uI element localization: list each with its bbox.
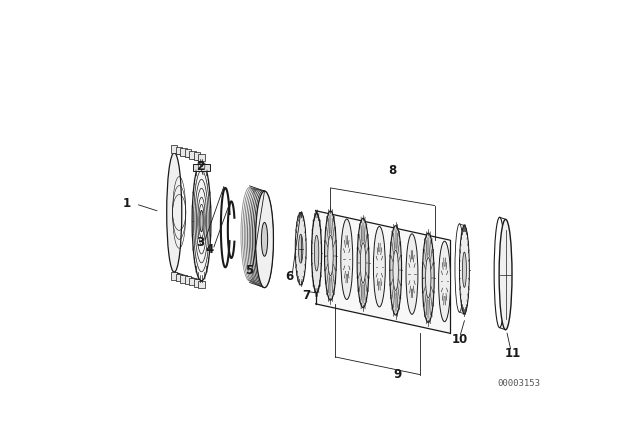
Ellipse shape [499, 220, 512, 330]
Ellipse shape [251, 190, 268, 285]
Text: 11: 11 [504, 347, 520, 360]
Ellipse shape [298, 234, 303, 263]
Ellipse shape [422, 233, 434, 323]
Ellipse shape [166, 153, 182, 272]
Polygon shape [185, 150, 191, 157]
Text: 10: 10 [451, 333, 468, 346]
Text: 4: 4 [206, 243, 214, 256]
Ellipse shape [312, 214, 321, 293]
Polygon shape [198, 154, 205, 161]
Ellipse shape [200, 210, 204, 232]
Ellipse shape [255, 191, 273, 288]
Ellipse shape [341, 219, 353, 300]
Ellipse shape [463, 252, 467, 287]
Ellipse shape [460, 225, 469, 314]
Ellipse shape [324, 211, 337, 300]
Polygon shape [194, 152, 200, 160]
Ellipse shape [357, 218, 369, 308]
Polygon shape [185, 276, 191, 284]
Ellipse shape [254, 191, 272, 287]
Ellipse shape [438, 241, 451, 322]
Ellipse shape [373, 226, 385, 307]
Polygon shape [194, 279, 200, 287]
Ellipse shape [328, 236, 333, 276]
Polygon shape [316, 211, 449, 333]
Ellipse shape [295, 212, 306, 285]
Ellipse shape [406, 234, 418, 314]
Ellipse shape [360, 243, 365, 283]
Text: 3: 3 [196, 236, 204, 249]
Text: 7: 7 [302, 289, 310, 302]
Ellipse shape [249, 190, 267, 284]
Ellipse shape [314, 235, 319, 271]
Ellipse shape [393, 250, 398, 290]
Text: 8: 8 [388, 164, 397, 177]
Polygon shape [198, 281, 205, 289]
Polygon shape [189, 278, 196, 285]
Ellipse shape [192, 161, 211, 281]
Ellipse shape [255, 191, 273, 288]
Polygon shape [175, 274, 182, 281]
Polygon shape [180, 275, 186, 283]
Polygon shape [171, 272, 177, 280]
Text: 9: 9 [394, 368, 401, 381]
Polygon shape [171, 145, 177, 153]
Ellipse shape [390, 226, 402, 315]
Polygon shape [189, 151, 196, 159]
Text: 1: 1 [123, 197, 131, 210]
FancyBboxPatch shape [193, 164, 210, 171]
Ellipse shape [426, 258, 431, 298]
Text: 00003153: 00003153 [497, 379, 540, 388]
Text: 5: 5 [246, 263, 253, 276]
Ellipse shape [261, 223, 268, 256]
Text: 2: 2 [196, 160, 205, 173]
Polygon shape [180, 148, 186, 155]
Text: 6: 6 [285, 270, 293, 283]
Ellipse shape [252, 190, 270, 286]
Polygon shape [175, 146, 182, 154]
